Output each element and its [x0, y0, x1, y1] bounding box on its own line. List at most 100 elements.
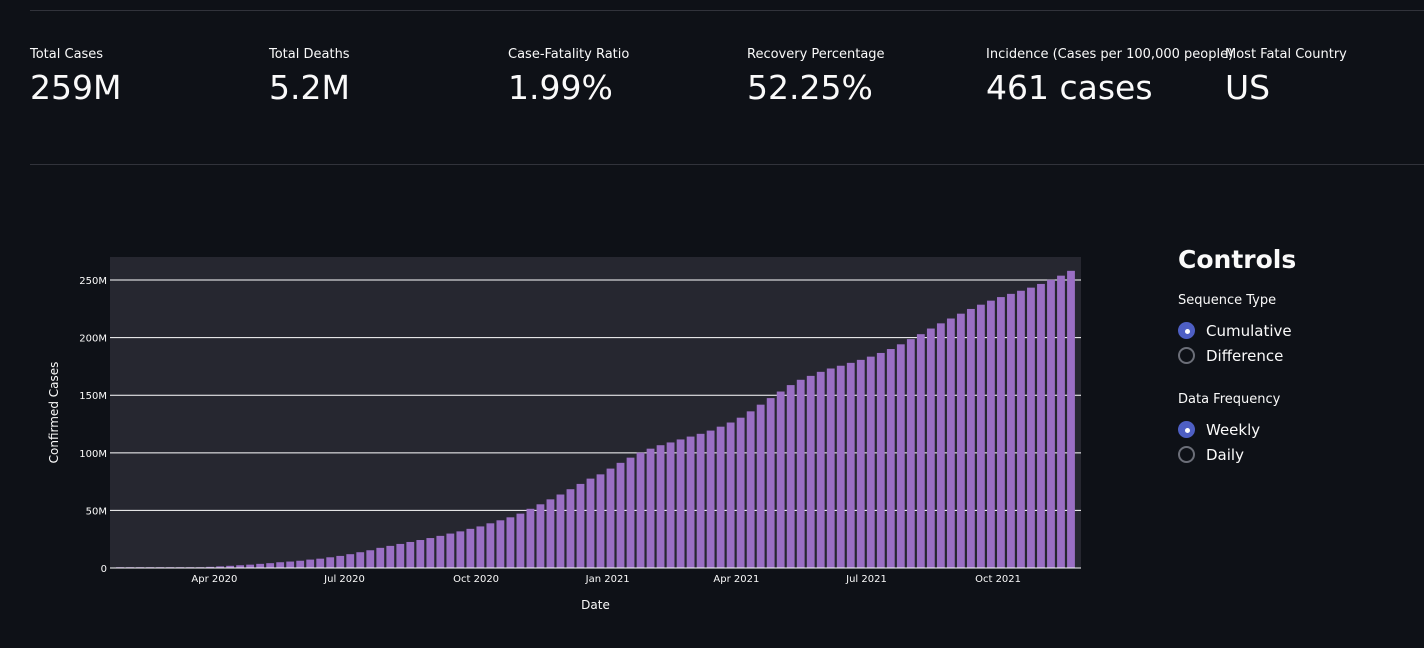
bar: [886, 349, 895, 568]
bar: [296, 560, 305, 568]
bar: [336, 555, 345, 568]
sequence-type-option-cumulative[interactable]: Cumulative: [1178, 318, 1418, 343]
bar: [987, 300, 995, 568]
confirmed-cases-chart[interactable]: 0 50M 100M 150M 200M 250M Apr 2020 Jul 2020 Oct …: [0, 240, 1110, 630]
bar: [636, 452, 645, 568]
bar: [676, 439, 685, 568]
bar: [686, 436, 695, 568]
bar: [666, 442, 675, 568]
bar: [606, 468, 615, 568]
bar: [866, 356, 875, 568]
x-tick-label: Jan 2021: [585, 574, 630, 585]
bar: [586, 478, 595, 568]
radio-unselected-icon: [1178, 446, 1195, 463]
bar: [836, 365, 845, 568]
bar: [516, 513, 525, 568]
bar: [1037, 283, 1045, 568]
bar: [566, 489, 575, 568]
bar: [806, 375, 815, 568]
sequence-type-radio-group: Cumulative Difference: [1178, 318, 1418, 368]
metric-value: 1.99%: [508, 68, 613, 107]
bar: [226, 565, 235, 568]
bar: [266, 563, 275, 568]
bar: [316, 558, 325, 568]
data-frequency-option-daily[interactable]: Daily: [1178, 442, 1418, 467]
bar: [1027, 287, 1035, 568]
bar: [466, 528, 475, 568]
bar: [256, 563, 265, 568]
radio-selected-icon: [1178, 421, 1195, 438]
bar: [956, 313, 965, 568]
metric-label: Most Fatal Country: [1225, 47, 1347, 62]
bar: [536, 504, 545, 568]
bar: [496, 520, 505, 568]
bar: [926, 328, 935, 568]
radio-label: Weekly: [1206, 420, 1261, 439]
bar: [816, 371, 825, 568]
top-divider: [30, 10, 1424, 11]
y-tick-label: 150M: [79, 391, 107, 402]
y-tick-label: 50M: [86, 506, 107, 517]
bar: [596, 474, 605, 568]
metric-label: Total Cases: [30, 47, 104, 62]
bar: [856, 359, 865, 568]
bar: [946, 318, 955, 568]
bar: [716, 426, 725, 568]
bar: [286, 561, 295, 568]
x-tick-label: Apr 2021: [713, 574, 759, 585]
bar: [556, 494, 565, 568]
metric-label: Incidence (Cases per 100,000 people): [986, 47, 1234, 62]
sequence-type-option-difference[interactable]: Difference: [1178, 343, 1418, 368]
bar: [796, 379, 805, 568]
controls-panel: Controls Sequence Type Cumulative Differ…: [1178, 243, 1418, 467]
controls-title: Controls: [1178, 245, 1297, 274]
y-tick-label: 100M: [79, 449, 107, 460]
radio-selected-icon: [1178, 322, 1195, 339]
metrics-divider: [30, 164, 1424, 165]
bar: [646, 448, 655, 568]
bar: [846, 362, 855, 568]
bar: [626, 457, 635, 568]
metric-label: Recovery Percentage: [747, 47, 885, 62]
bar: [426, 538, 435, 568]
bar: [706, 430, 715, 568]
bar: [916, 334, 925, 568]
metric-label: Case-Fatality Ratio: [508, 47, 630, 62]
bar: [756, 404, 765, 568]
metric-case-fatality-ratio: Case-Fatality Ratio 1.99%: [508, 47, 738, 108]
metric-total-deaths: Total Deaths 5.2M: [269, 47, 499, 108]
bar: [826, 368, 835, 568]
bar: [396, 543, 405, 568]
bar: [906, 339, 915, 568]
metric-value: 259M: [30, 68, 122, 107]
data-frequency-option-weekly[interactable]: Weekly: [1178, 417, 1418, 442]
bar: [976, 304, 985, 568]
bar: [766, 398, 775, 568]
bar: [406, 541, 415, 568]
bar: [776, 391, 785, 568]
bar: [1047, 279, 1055, 568]
bar: [436, 535, 445, 568]
metric-value: US: [1225, 68, 1271, 107]
bar: [506, 517, 515, 568]
x-tick-label: Apr 2020: [191, 574, 237, 585]
radio-unselected-icon: [1178, 347, 1195, 364]
bar: [1067, 270, 1075, 568]
bar: [246, 564, 255, 568]
y-tick-label: 0: [101, 564, 107, 575]
bar: [276, 562, 285, 568]
bar: [206, 566, 215, 568]
bar: [326, 557, 335, 568]
x-tick-label: Oct 2021: [975, 574, 1021, 585]
x-tick-label: Jul 2020: [323, 574, 365, 585]
bar: [476, 526, 485, 568]
bar: [1057, 275, 1065, 568]
x-axis-title: Date: [581, 598, 610, 612]
bar: [786, 385, 795, 568]
metric-most-fatal-country: Most Fatal Country US: [1225, 47, 1424, 108]
bar: [966, 308, 975, 568]
bar: [456, 531, 465, 568]
bar: [446, 533, 455, 568]
bar: [306, 559, 315, 568]
bar: [376, 547, 385, 568]
